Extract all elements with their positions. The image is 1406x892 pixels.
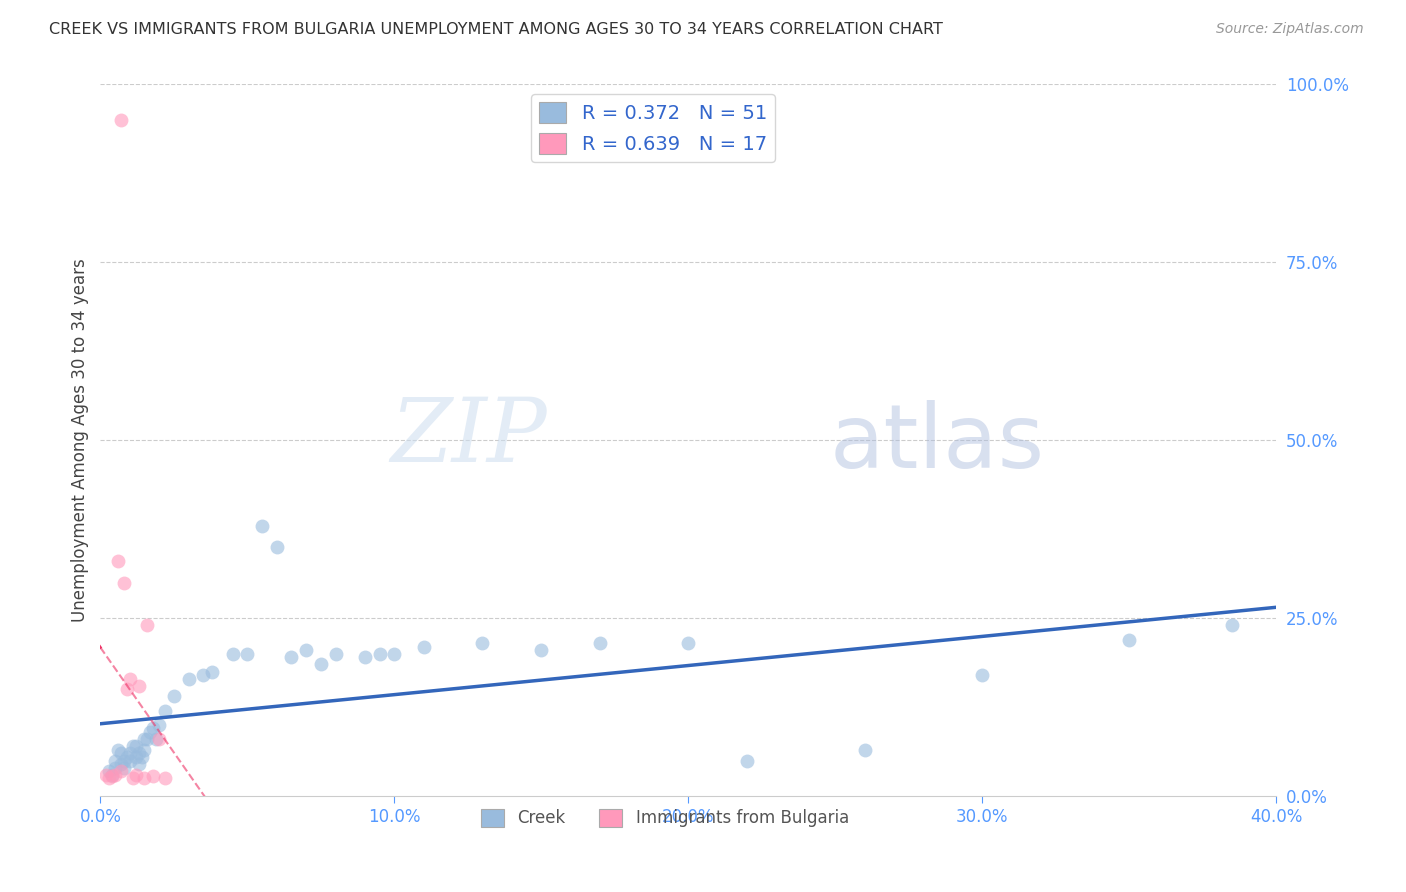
Point [98, 764, 121, 779]
Point [142, 769, 165, 783]
Point [148, 732, 170, 747]
Point [112, 575, 135, 590]
Text: CREEK VS IMMIGRANTS FROM BULGARIA UNEMPLOYMENT AMONG AGES 30 TO 34 YEARS CORRELA: CREEK VS IMMIGRANTS FROM BULGARIA UNEMPL… [49, 22, 943, 37]
Point [266, 540, 288, 554]
Legend: Creek, Immigrants from Bulgaria: Creek, Immigrants from Bulgaria [474, 802, 855, 834]
Point [101, 769, 124, 783]
Point [121, 739, 143, 754]
Point [104, 761, 127, 775]
Point [309, 657, 332, 672]
Point [142, 722, 165, 736]
Point [101, 768, 124, 782]
Point [110, 113, 132, 128]
Point [96, 768, 118, 782]
Point [124, 750, 146, 764]
Point [104, 768, 127, 782]
Point [382, 647, 405, 661]
Point [153, 772, 176, 786]
Point [1118, 632, 1140, 647]
Point [325, 647, 347, 661]
Point [221, 647, 243, 661]
Point [124, 768, 146, 782]
Point [735, 754, 758, 768]
Y-axis label: Unemployment Among Ages 30 to 34 years: Unemployment Among Ages 30 to 34 years [72, 259, 89, 622]
Point [236, 647, 259, 661]
Point [98, 772, 121, 786]
Point [115, 750, 138, 764]
Point [107, 743, 129, 757]
Point [134, 772, 156, 786]
Point [136, 732, 159, 747]
Point [177, 672, 200, 686]
Point [118, 672, 141, 686]
Point [104, 754, 127, 768]
Point [136, 618, 159, 632]
Point [110, 764, 132, 779]
Point [201, 665, 224, 679]
Point [139, 725, 162, 739]
Point [112, 754, 135, 768]
Point [193, 668, 215, 682]
Point [110, 757, 132, 772]
Point [163, 690, 186, 704]
Point [853, 743, 876, 757]
Text: atlas: atlas [830, 401, 1045, 487]
Point [110, 747, 132, 761]
Point [115, 682, 138, 697]
Point [250, 518, 273, 533]
Point [134, 743, 156, 757]
Point [412, 640, 434, 654]
Point [107, 554, 129, 568]
Text: Source: ZipAtlas.com: Source: ZipAtlas.com [1216, 22, 1364, 37]
Point [118, 754, 141, 768]
Point [676, 636, 699, 650]
Point [134, 732, 156, 747]
Point [112, 761, 135, 775]
Text: ZIP: ZIP [391, 393, 547, 480]
Point [118, 747, 141, 761]
Point [589, 636, 612, 650]
Point [128, 747, 150, 761]
Point [530, 643, 553, 657]
Point [121, 772, 143, 786]
Point [368, 647, 391, 661]
Point [124, 739, 146, 754]
Point [153, 704, 176, 718]
Point [131, 750, 153, 764]
Point [280, 650, 302, 665]
Point [972, 668, 994, 682]
Point [471, 636, 494, 650]
Point [1220, 618, 1243, 632]
Point [128, 757, 150, 772]
Point [295, 643, 318, 657]
Point [148, 718, 170, 732]
Point [354, 650, 377, 665]
Point [128, 679, 150, 693]
Point [145, 732, 167, 747]
